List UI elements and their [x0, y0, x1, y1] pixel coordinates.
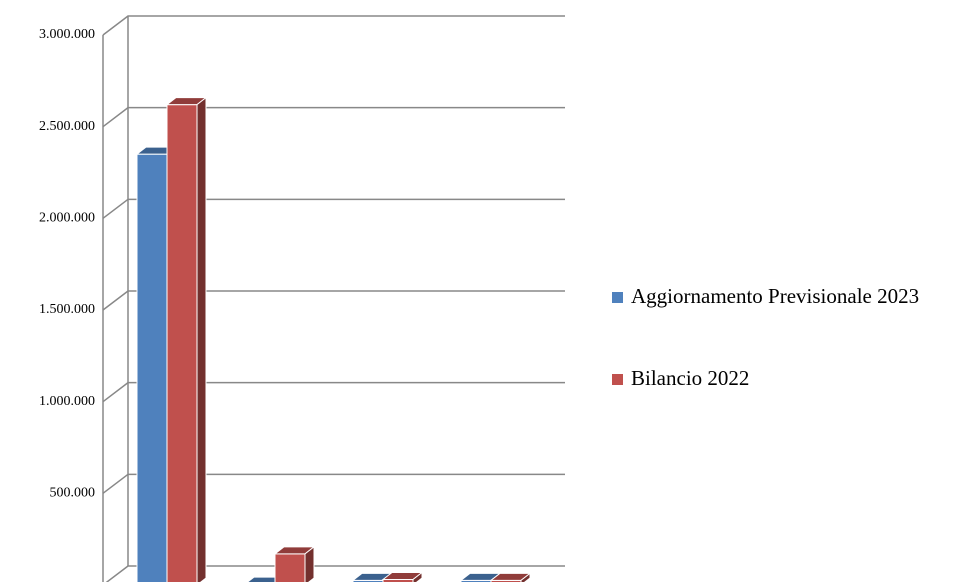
y-tick-label: 500.000 [50, 486, 96, 501]
grid-line [102, 381, 565, 403]
grid-line [102, 15, 565, 36]
grid-line [102, 106, 565, 128]
grid-line [102, 473, 565, 494]
legend-item: Aggiornamento Previsionale 2023 [612, 284, 972, 309]
bar-front [136, 153, 168, 582]
bar [489, 572, 532, 582]
grid-line [102, 290, 565, 311]
y-tick-label: 2.000.000 [39, 211, 95, 226]
bar-side [520, 572, 531, 582]
bar-side [412, 571, 423, 582]
y-tick-label: 2.500.000 [39, 119, 95, 134]
legend-label: Bilancio 2022 [631, 366, 750, 390]
bar [273, 545, 316, 582]
bar-side [304, 545, 315, 582]
bar [381, 571, 424, 582]
bar-front [274, 553, 306, 582]
grid-line [102, 198, 565, 219]
legend-label: Aggiornamento Previsionale 2023 [631, 284, 920, 308]
bar [165, 96, 208, 582]
y-tick-label: 1.000.000 [39, 394, 95, 409]
bar-front [166, 104, 198, 582]
y-tick-label: 3.000.000 [39, 27, 95, 42]
grid-line [105, 565, 565, 582]
legend-swatch [612, 292, 623, 303]
y-tick-label: 1.500.000 [39, 302, 95, 317]
y-tick-label: - [90, 577, 95, 582]
legend-item: Bilancio 2022 [612, 366, 972, 391]
bar-side [196, 96, 207, 582]
legend-swatch [612, 374, 623, 385]
